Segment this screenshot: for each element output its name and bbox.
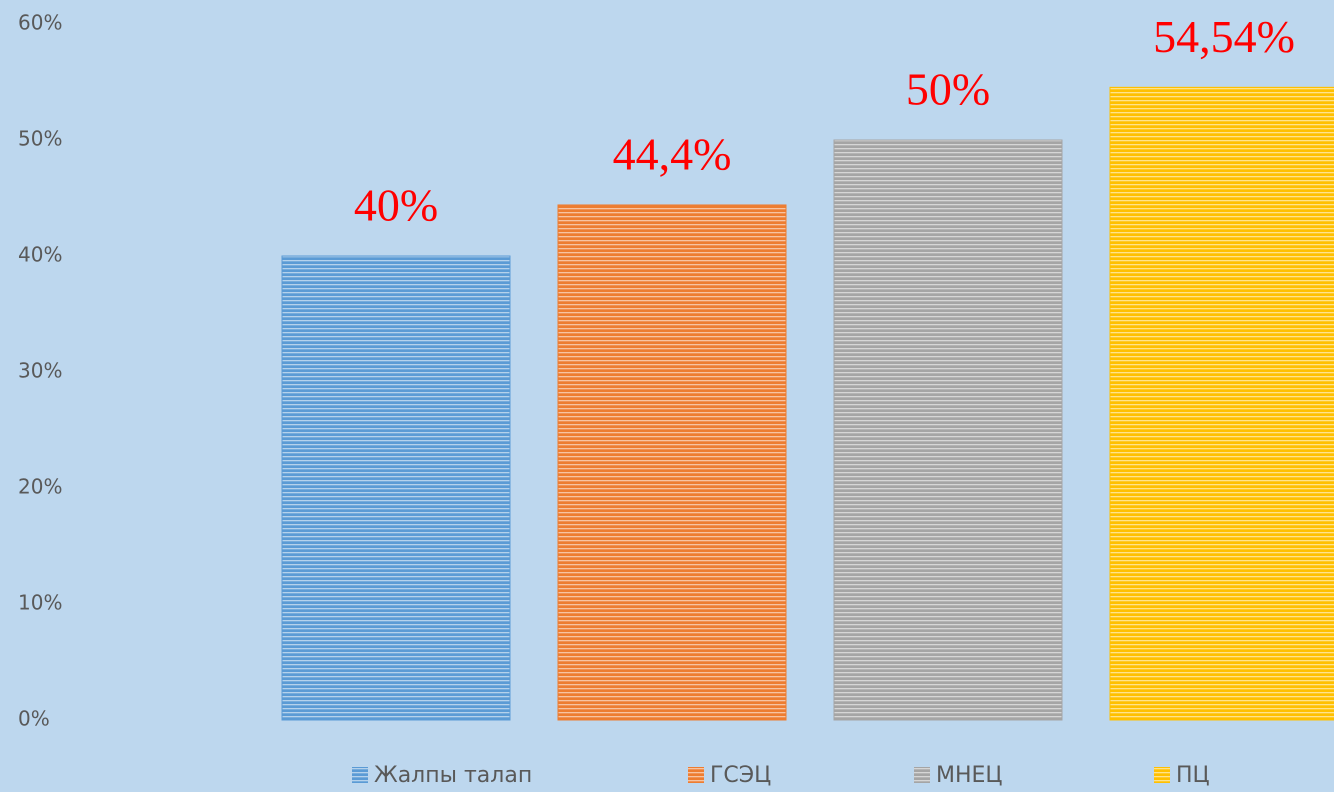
data-label: 40% bbox=[354, 180, 438, 231]
y-tick-label: 60% bbox=[18, 11, 62, 35]
data-label: 54,54% bbox=[1153, 11, 1295, 62]
data-label: 50% bbox=[906, 64, 990, 115]
bar bbox=[281, 255, 511, 721]
legend-swatch bbox=[688, 767, 704, 783]
legend-label: МНЕЦ bbox=[936, 763, 1003, 788]
y-tick-label: 50% bbox=[18, 127, 62, 151]
bar bbox=[1109, 86, 1334, 721]
legend-swatch bbox=[914, 767, 930, 783]
y-tick-label: 30% bbox=[18, 359, 62, 383]
y-tick-label: 20% bbox=[18, 475, 62, 499]
legend-label: ГСЭЦ bbox=[710, 763, 771, 788]
y-tick-label: 40% bbox=[18, 243, 62, 267]
y-tick-label: 0% bbox=[18, 707, 50, 731]
y-tick-label: 10% bbox=[18, 591, 62, 615]
legend-swatch bbox=[1154, 767, 1170, 783]
legend-label: Жалпы талап bbox=[374, 763, 532, 788]
bar bbox=[557, 204, 787, 721]
bar bbox=[833, 139, 1063, 721]
data-label: 44,4% bbox=[613, 129, 732, 180]
legend-label: ПЦ bbox=[1176, 763, 1210, 788]
legend-swatch bbox=[352, 767, 368, 783]
